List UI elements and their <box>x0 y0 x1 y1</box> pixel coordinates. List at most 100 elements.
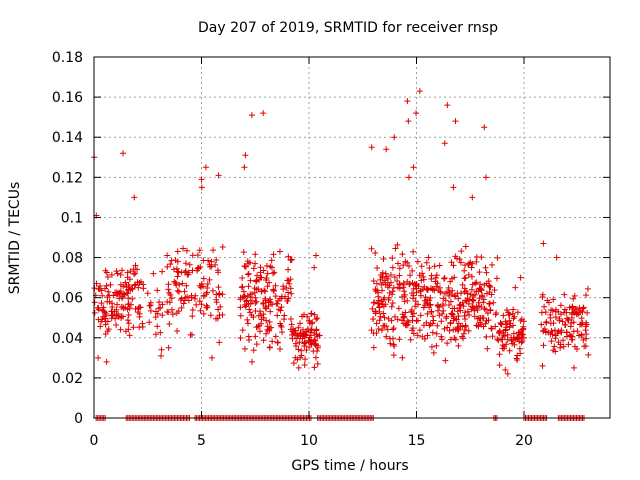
data-point <box>269 338 276 345</box>
data-point <box>450 326 457 333</box>
data-point <box>237 304 244 311</box>
data-point <box>466 312 473 319</box>
data-point <box>246 306 253 313</box>
data-point <box>514 352 521 359</box>
data-point <box>410 292 417 299</box>
data-point <box>311 264 318 271</box>
data-point <box>104 294 111 301</box>
data-point <box>372 286 379 293</box>
data-point <box>487 306 494 313</box>
data-point <box>416 88 423 95</box>
data-point <box>417 312 424 319</box>
y-tick-label: 0.04 <box>52 331 83 347</box>
data-point <box>91 299 98 306</box>
data-point <box>268 324 275 331</box>
data-point <box>188 331 195 338</box>
data-point <box>219 311 226 318</box>
data-point <box>168 306 175 313</box>
data-point <box>189 252 196 259</box>
data-point <box>197 284 204 291</box>
data-point <box>301 311 308 318</box>
data-point <box>381 277 388 284</box>
data-point <box>293 335 300 342</box>
data-point <box>575 332 582 339</box>
data-point <box>264 270 271 277</box>
data-point <box>551 327 558 334</box>
data-point <box>252 299 259 306</box>
data-point <box>113 268 120 275</box>
data-point <box>439 310 446 317</box>
data-point <box>242 263 249 270</box>
data-point <box>469 260 476 267</box>
data-point <box>109 312 116 319</box>
data-point <box>382 301 389 308</box>
data-point <box>462 274 469 281</box>
data-point <box>434 280 441 287</box>
data-point <box>244 320 251 327</box>
data-point <box>152 314 159 321</box>
data-point <box>368 144 375 151</box>
data-point <box>301 343 308 350</box>
data-point <box>112 289 119 296</box>
data-point <box>426 297 433 304</box>
data-point <box>159 268 166 275</box>
data-point <box>450 314 457 321</box>
data-point <box>543 318 550 325</box>
data-point <box>117 271 124 278</box>
data-point <box>117 326 124 333</box>
data-point <box>444 324 451 331</box>
data-point <box>208 258 215 265</box>
data-point <box>245 260 252 267</box>
data-point <box>426 265 433 272</box>
data-point <box>390 284 397 291</box>
data-point <box>501 333 508 340</box>
data-point <box>369 315 376 322</box>
data-point <box>207 312 214 319</box>
data-point <box>166 321 173 328</box>
y-tick-label: 0.14 <box>52 130 83 146</box>
data-point <box>401 298 408 305</box>
data-point <box>104 274 111 281</box>
data-point <box>137 304 144 311</box>
data-point <box>183 247 190 254</box>
data-point <box>469 281 476 288</box>
data-point <box>173 265 180 272</box>
data-point <box>237 294 244 301</box>
data-point <box>114 301 121 308</box>
data-point <box>380 310 387 317</box>
data-point <box>239 283 246 290</box>
data-point <box>580 304 587 311</box>
data-point <box>457 307 464 314</box>
data-point <box>164 263 171 270</box>
data-point <box>471 307 478 314</box>
data-point <box>396 272 403 279</box>
data-point <box>410 310 417 317</box>
data-point <box>552 314 559 321</box>
data-point <box>156 299 163 306</box>
data-point <box>405 174 412 181</box>
data-point <box>370 344 377 351</box>
data-point <box>461 326 468 333</box>
data-point <box>476 295 483 302</box>
data-point <box>250 314 257 321</box>
data-point <box>474 315 481 322</box>
data-point <box>180 300 187 307</box>
data-point <box>504 370 511 377</box>
data-point <box>455 327 462 334</box>
data-point <box>545 329 552 336</box>
data-point <box>485 317 492 324</box>
data-point <box>465 271 472 278</box>
data-point <box>517 274 524 281</box>
data-point <box>102 267 109 274</box>
data-point <box>278 324 285 331</box>
data-point <box>266 344 273 351</box>
data-point <box>478 254 485 261</box>
data-point <box>137 278 144 285</box>
data-point <box>513 355 520 362</box>
data-point <box>263 262 270 269</box>
data-point <box>307 329 314 336</box>
data-point <box>561 321 568 328</box>
data-point <box>503 341 510 348</box>
data-point <box>257 308 264 315</box>
data-point <box>377 271 384 278</box>
